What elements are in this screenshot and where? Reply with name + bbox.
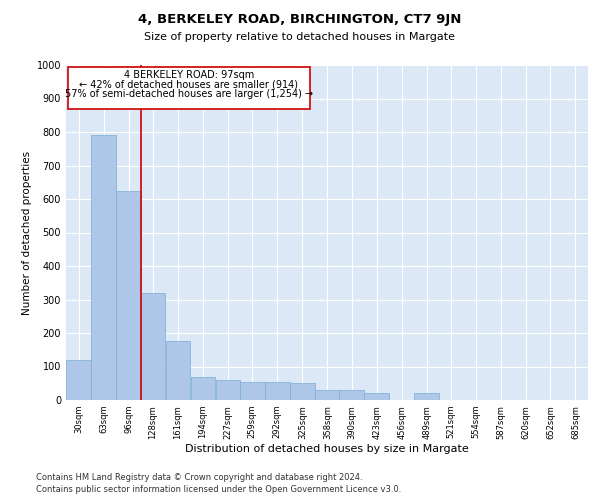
- X-axis label: Distribution of detached houses by size in Margate: Distribution of detached houses by size …: [185, 444, 469, 454]
- Bar: [91, 136, 116, 400]
- Text: 57% of semi-detached houses are larger (1,254) →: 57% of semi-detached houses are larger (…: [65, 90, 313, 100]
- Bar: [68, 66, 310, 108]
- Text: Contains HM Land Registry data © Crown copyright and database right 2024.: Contains HM Land Registry data © Crown c…: [36, 472, 362, 482]
- Text: 4, BERKELEY ROAD, BIRCHINGTON, CT7 9JN: 4, BERKELEY ROAD, BIRCHINGTON, CT7 9JN: [139, 12, 461, 26]
- Bar: [364, 394, 389, 400]
- Text: Size of property relative to detached houses in Margate: Size of property relative to detached ho…: [145, 32, 455, 42]
- Bar: [315, 390, 340, 400]
- Bar: [340, 390, 364, 400]
- Bar: [265, 382, 290, 400]
- Bar: [191, 376, 215, 400]
- Bar: [116, 190, 141, 400]
- Bar: [66, 360, 91, 400]
- Text: 4 BERKELEY ROAD: 97sqm: 4 BERKELEY ROAD: 97sqm: [124, 70, 254, 80]
- Bar: [240, 382, 265, 400]
- Y-axis label: Number of detached properties: Number of detached properties: [22, 150, 32, 314]
- Bar: [415, 394, 439, 400]
- Text: Contains public sector information licensed under the Open Government Licence v3: Contains public sector information licen…: [36, 485, 401, 494]
- Bar: [290, 383, 314, 400]
- Bar: [166, 342, 190, 400]
- Bar: [140, 293, 165, 400]
- Bar: [215, 380, 241, 400]
- Text: ← 42% of detached houses are smaller (914): ← 42% of detached houses are smaller (91…: [79, 80, 298, 90]
